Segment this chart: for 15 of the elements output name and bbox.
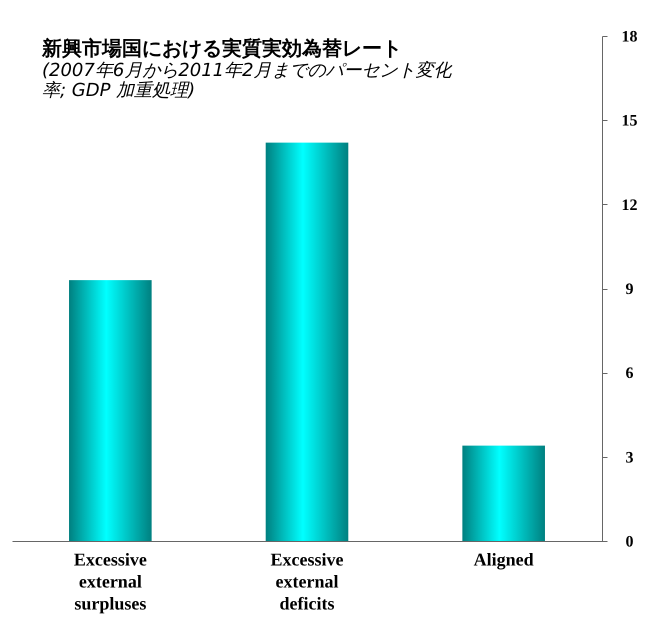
bar bbox=[266, 142, 348, 541]
y-tick-label: 9 bbox=[626, 281, 634, 298]
y-tick-label: 3 bbox=[626, 449, 634, 466]
y-tick-label: 6 bbox=[626, 365, 634, 382]
y-tick-label: 0 bbox=[626, 534, 634, 550]
y-tick-label: 12 bbox=[622, 196, 638, 214]
chart-title: 新興市場国における実質実効為替レート bbox=[41, 36, 402, 60]
y-tick-label: 18 bbox=[622, 28, 638, 46]
text: (2007年6月から2011年2月までのパーセント変化率; GDP 加重処理) bbox=[42, 60, 453, 101]
x-tick-label: Aligned bbox=[474, 550, 534, 570]
bar bbox=[69, 280, 152, 541]
x-tick-label: Excessive external surpluses bbox=[74, 550, 147, 614]
bar bbox=[462, 446, 545, 541]
y-tick-label: 15 bbox=[622, 112, 638, 130]
x-tick-label: Excessive external deficits bbox=[270, 550, 344, 614]
